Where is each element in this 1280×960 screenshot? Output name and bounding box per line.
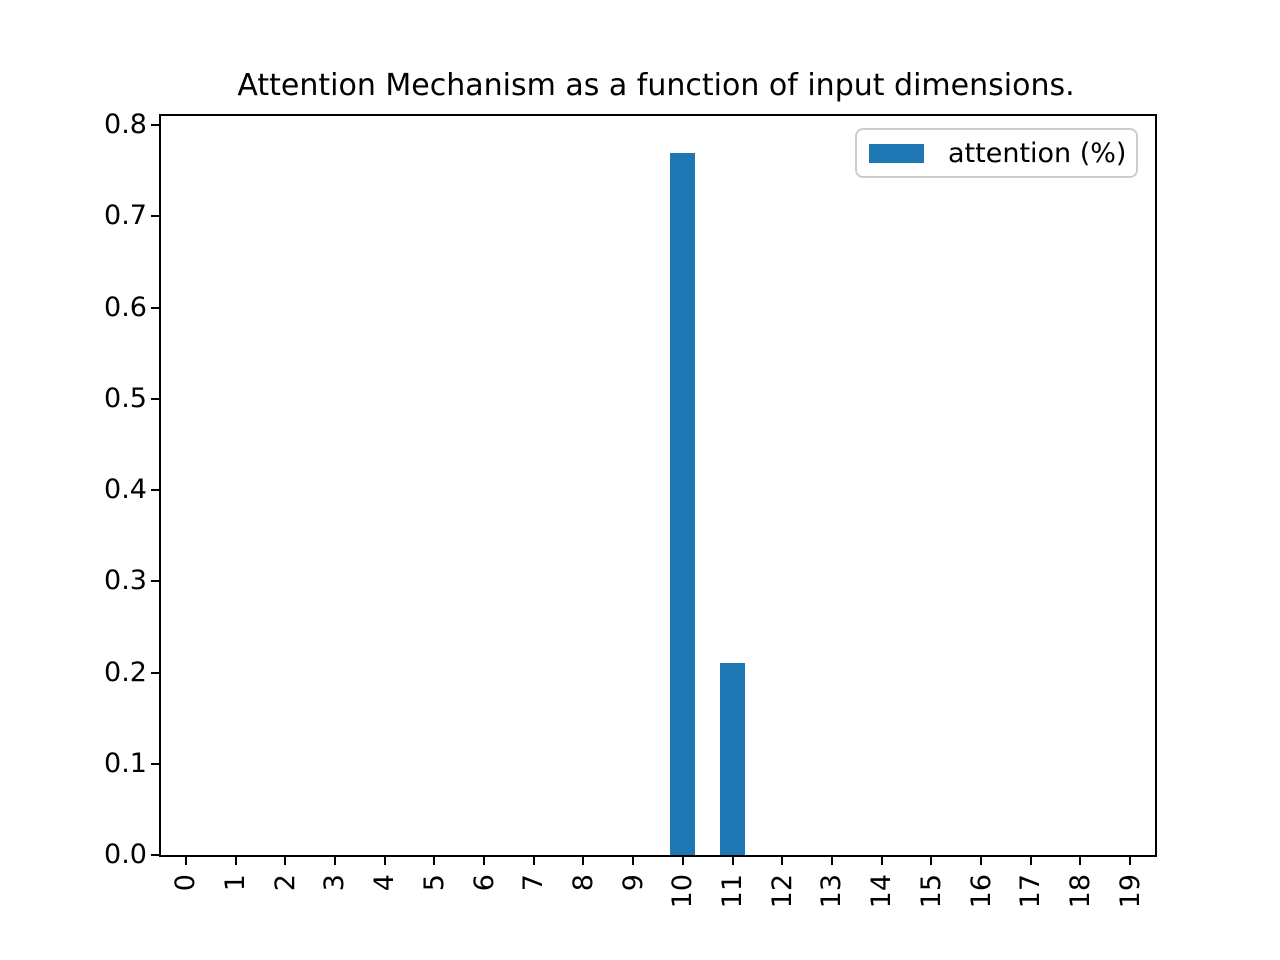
y-tick-label-0.2: 0.2 (104, 656, 147, 688)
x-tick-mark (731, 857, 734, 865)
x-tick-mark (681, 857, 684, 865)
x-tick-label-0: 0 (170, 874, 202, 892)
y-tick-mark (151, 306, 159, 309)
x-tick-mark (184, 857, 187, 865)
x-tick-label-1: 1 (220, 874, 252, 892)
x-tick-mark (930, 857, 933, 865)
x-tick-label-11: 11 (717, 874, 749, 909)
x-tick-mark (532, 857, 535, 865)
x-tick-label-19: 19 (1114, 874, 1146, 909)
y-tick-mark (151, 397, 159, 400)
y-tick-mark (151, 671, 159, 674)
y-tick-label-0.1: 0.1 (104, 747, 147, 779)
y-tick-label-0.5: 0.5 (104, 382, 147, 414)
x-tick-mark (383, 857, 386, 865)
y-tick-label-0.0: 0.0 (104, 839, 147, 870)
x-tick-mark (1129, 857, 1132, 865)
y-tick-label-0.6: 0.6 (104, 291, 147, 323)
x-tick-label-9: 9 (617, 874, 649, 892)
y-tick-mark (151, 124, 159, 127)
bar-11 (720, 663, 746, 855)
x-tick-label-13: 13 (816, 874, 848, 909)
x-tick-label-10: 10 (667, 874, 699, 909)
x-tick-label-3: 3 (319, 874, 351, 892)
bar-10 (670, 152, 696, 855)
x-tick-mark (1079, 857, 1082, 865)
legend-label: attention (%) (948, 137, 1127, 169)
x-tick-mark (333, 857, 336, 865)
x-tick-label-8: 8 (567, 874, 599, 892)
y-tick-label-0.8: 0.8 (104, 109, 147, 141)
x-tick-label-14: 14 (866, 874, 898, 909)
x-tick-mark (433, 857, 436, 865)
x-tick-label-5: 5 (418, 874, 450, 892)
x-tick-label-16: 16 (965, 874, 997, 909)
x-tick-label-6: 6 (468, 874, 500, 892)
plot-area: 0 1 2 3 4 5 6 7 8 9 10 11 12 13 14 15 16 17 18 19 0.0 0.1 0.2… (104, 110, 1157, 908)
legend: attention (%) (855, 128, 1138, 178)
x-tick-mark (284, 857, 287, 865)
y-tick-mark (151, 215, 159, 218)
x-tick-label-12: 12 (766, 874, 798, 909)
x-tick-label-2: 2 (269, 874, 301, 892)
x-tick-mark (980, 857, 983, 865)
y-tick-label-0.7: 0.7 (104, 200, 147, 232)
x-tick-mark (483, 857, 486, 865)
x-tick-mark (234, 857, 237, 865)
x-tick-mark (781, 857, 784, 865)
y-tick-mark (151, 489, 159, 492)
x-tick-label-18: 18 (1064, 874, 1096, 909)
y-tick-label-0.4: 0.4 (104, 474, 147, 506)
x-tick-mark (632, 857, 635, 865)
y-tick-mark (151, 762, 159, 765)
x-tick-label-4: 4 (369, 874, 401, 892)
y-tick-label-0.3: 0.3 (104, 565, 147, 597)
y-tick-mark (151, 854, 159, 856)
x-tick-label-7: 7 (518, 874, 550, 892)
x-tick-mark (582, 857, 585, 865)
x-tick-mark (880, 857, 883, 865)
x-tick-mark (1029, 857, 1032, 865)
chart-title: Attention Mechanism as a function of inp… (237, 68, 1075, 103)
x-tick-mark (830, 857, 833, 865)
x-tick-label-17: 17 (1015, 874, 1047, 909)
x-tick-label-15: 15 (915, 874, 947, 909)
y-tick-mark (151, 580, 159, 583)
legend-swatch-icon (869, 143, 924, 163)
